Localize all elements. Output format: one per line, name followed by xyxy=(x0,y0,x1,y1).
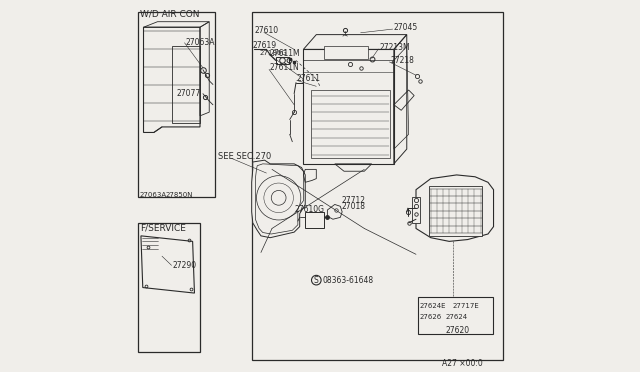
Text: 27624E: 27624E xyxy=(420,303,446,309)
Text: 27850N: 27850N xyxy=(166,192,193,198)
Polygon shape xyxy=(303,49,394,164)
Polygon shape xyxy=(138,13,215,197)
Polygon shape xyxy=(252,160,305,238)
Circle shape xyxy=(257,176,301,220)
Text: F/SERVICE: F/SERVICE xyxy=(140,224,186,233)
Text: 27624: 27624 xyxy=(445,314,468,320)
Text: 27610G: 27610G xyxy=(294,205,324,215)
Text: 27610: 27610 xyxy=(254,26,278,35)
Text: 27290: 27290 xyxy=(172,261,196,270)
Text: 27063A: 27063A xyxy=(140,192,167,198)
Text: 27626: 27626 xyxy=(420,314,442,320)
Polygon shape xyxy=(416,175,493,241)
Circle shape xyxy=(271,190,286,205)
Text: 27213M: 27213M xyxy=(379,43,410,52)
Text: 27619: 27619 xyxy=(252,41,276,50)
Polygon shape xyxy=(138,223,200,352)
Text: 27218: 27218 xyxy=(390,56,414,65)
Polygon shape xyxy=(252,13,503,359)
Text: 27712: 27712 xyxy=(341,196,365,205)
Text: 27717E: 27717E xyxy=(453,303,479,309)
Polygon shape xyxy=(412,197,420,223)
Text: 27611: 27611 xyxy=(297,74,321,83)
Text: 27611N: 27611N xyxy=(269,63,299,72)
Polygon shape xyxy=(324,46,368,59)
Text: 27063A: 27063A xyxy=(185,38,215,46)
Text: SEE SEC.270: SEE SEC.270 xyxy=(218,152,272,161)
Polygon shape xyxy=(311,90,390,158)
Text: S: S xyxy=(314,276,319,285)
Text: 27045: 27045 xyxy=(393,23,417,32)
Text: W/D AIR CON: W/D AIR CON xyxy=(140,10,199,19)
Polygon shape xyxy=(418,297,493,334)
Text: 27018: 27018 xyxy=(341,202,365,211)
Text: 08363-61648: 08363-61648 xyxy=(323,276,374,285)
Text: 27611M: 27611M xyxy=(269,49,300,58)
Polygon shape xyxy=(429,186,483,236)
Polygon shape xyxy=(305,212,324,228)
Text: 27077: 27077 xyxy=(176,89,200,98)
Text: 27620: 27620 xyxy=(445,326,470,335)
Text: A27 ×00:0: A27 ×00:0 xyxy=(442,359,483,368)
Circle shape xyxy=(312,275,321,285)
Text: 27186G: 27186G xyxy=(260,50,287,56)
